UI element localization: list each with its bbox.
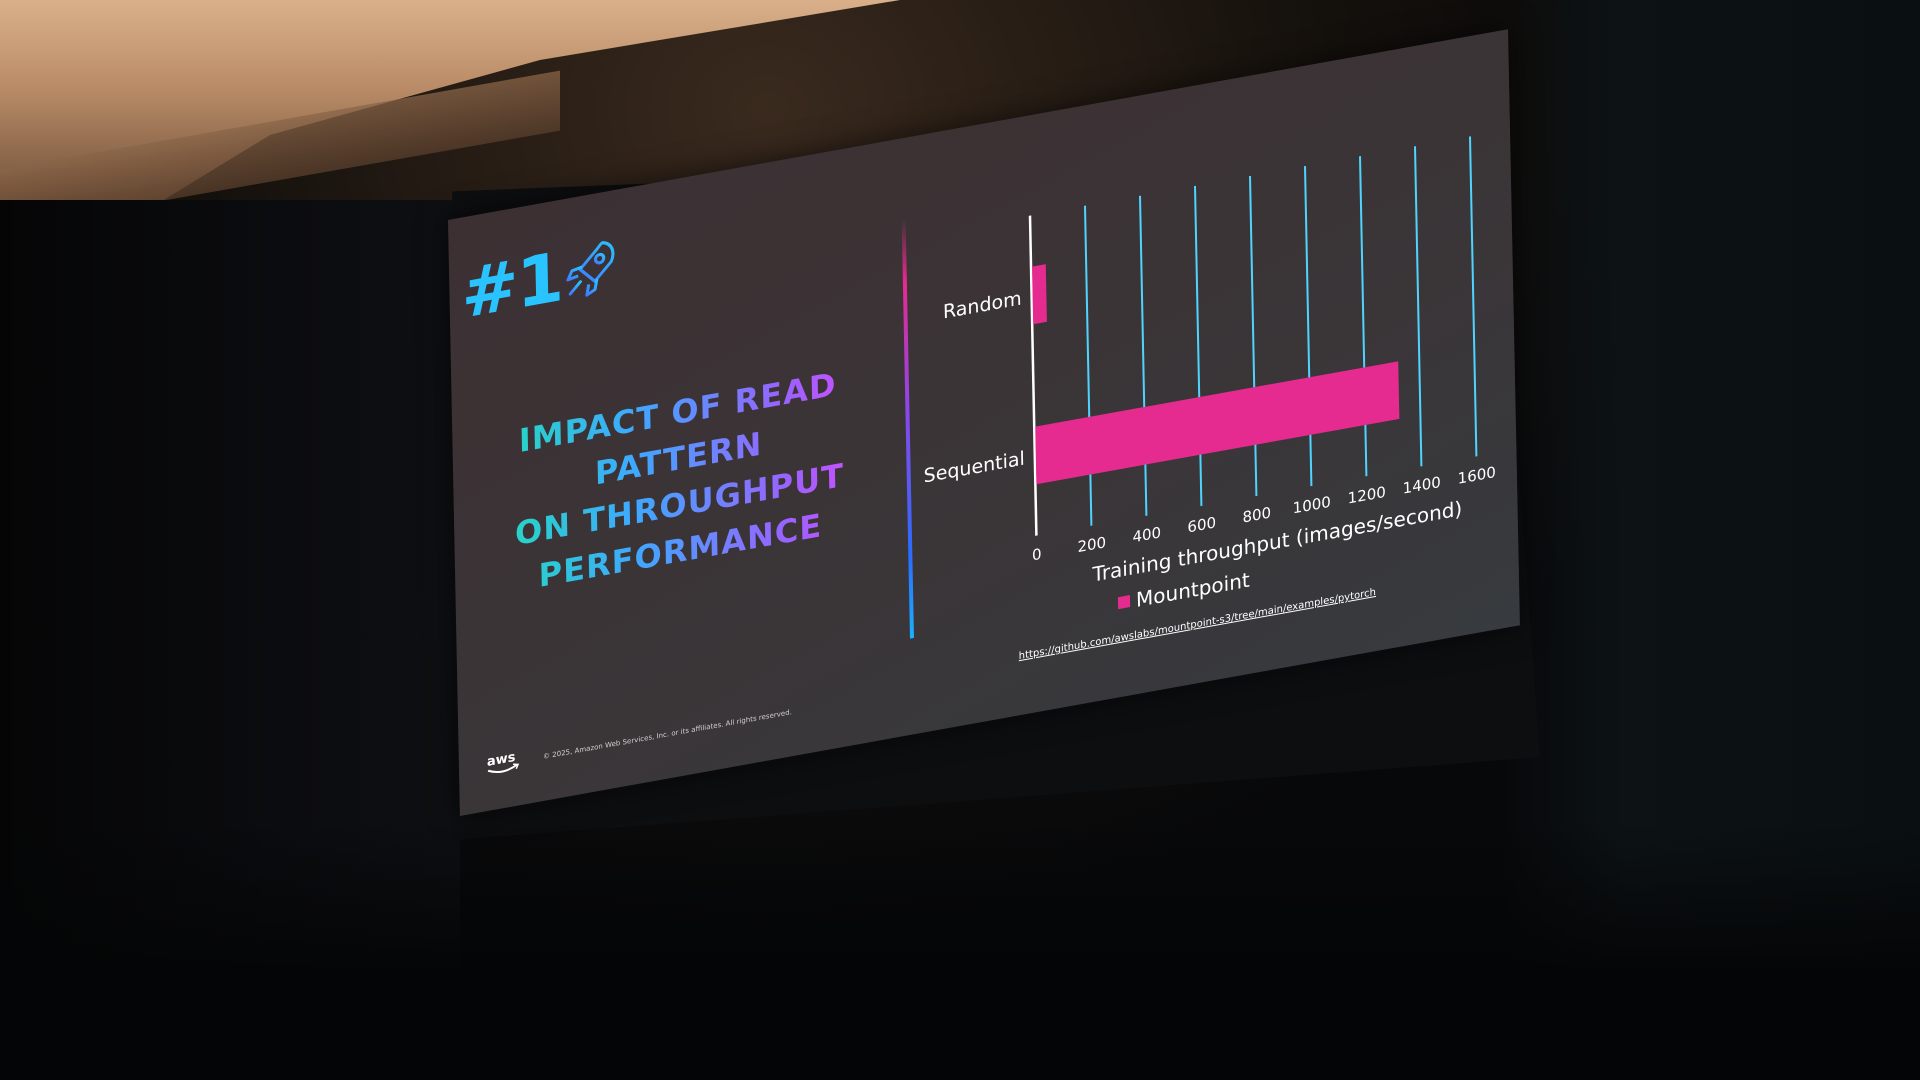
foreground-shadow <box>0 820 1920 1080</box>
projection-screen-frame <box>452 150 1540 840</box>
